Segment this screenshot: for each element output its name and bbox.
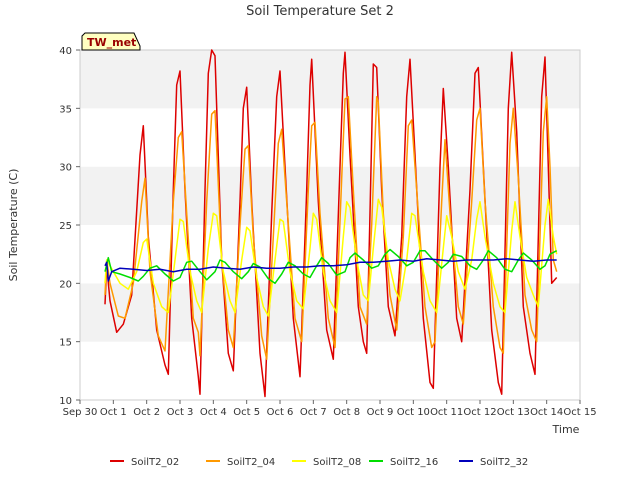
legend-label: SoilT2_02: [131, 457, 179, 468]
series-line-soilt2_32: [104, 258, 557, 282]
x-tick-label: Oct 12: [463, 407, 496, 418]
legend-label: SoilT2_32: [480, 457, 528, 468]
y-tick-label: 20: [59, 279, 72, 290]
x-axis-label: Time: [552, 423, 580, 436]
legend: SoilT2_02 SoilT2_04 SoilT2_08 SoilT2_16 Soil…: [110, 457, 528, 468]
x-tick-label: Oct 5: [233, 407, 260, 418]
y-axis: 10 15 20 25 30 35 40: [59, 46, 80, 407]
grid-band: [80, 166, 580, 225]
legend-label: SoilT2_16: [390, 457, 438, 468]
grid-band: [80, 341, 580, 400]
y-axis-label: Soil Temperature (C): [7, 169, 20, 282]
x-tick-label: Oct 6: [267, 407, 294, 418]
x-tick-label: Oct 4: [200, 407, 227, 418]
legend-label: SoilT2_08: [313, 457, 361, 468]
x-tick-label: Oct 13: [497, 407, 530, 418]
x-tick-label: Oct 3: [167, 407, 194, 418]
y-tick-label: 10: [59, 396, 72, 407]
annotation-text: TW_met: [87, 36, 136, 49]
series-line-soilt2_04: [104, 95, 558, 360]
y-tick-label: 35: [59, 104, 72, 115]
series-line-soilt2_08: [104, 198, 558, 317]
annotation-badge-shape: [81, 32, 141, 51]
x-tick-label: Oct 8: [333, 407, 360, 418]
y-tick-label: 25: [59, 221, 72, 232]
x-tick-label: Oct 1: [100, 407, 127, 418]
series-lines: [104, 49, 558, 398]
annotation-badge: TW_met: [81, 32, 141, 51]
chart-title: Soil Temperature Set 2: [246, 4, 394, 19]
x-tick-label: Oct 14: [530, 407, 563, 418]
x-tick-label: Oct 9: [367, 407, 394, 418]
legend-label: SoilT2_04: [227, 457, 275, 468]
x-tick-label: Oct 10: [397, 407, 430, 418]
grid-band: [80, 225, 580, 284]
grid-band: [80, 108, 580, 167]
x-tick-label: Oct 2: [133, 407, 160, 418]
grid-band: [80, 50, 580, 109]
x-tick-label: Oct 15: [563, 407, 596, 418]
y-tick-label: 15: [59, 338, 72, 349]
y-tick-label: 30: [59, 163, 72, 174]
x-axis: Sep 30 Oct 1 Oct 2 Oct 3 Oct 4 Oct 5 Oct 6 Oct …: [63, 400, 597, 418]
y-tick-label: 40: [59, 46, 72, 57]
x-tick-label: Sep 30: [63, 407, 98, 418]
x-tick-label: Oct 7: [300, 407, 327, 418]
x-tick-label: Oct 11: [430, 407, 463, 418]
